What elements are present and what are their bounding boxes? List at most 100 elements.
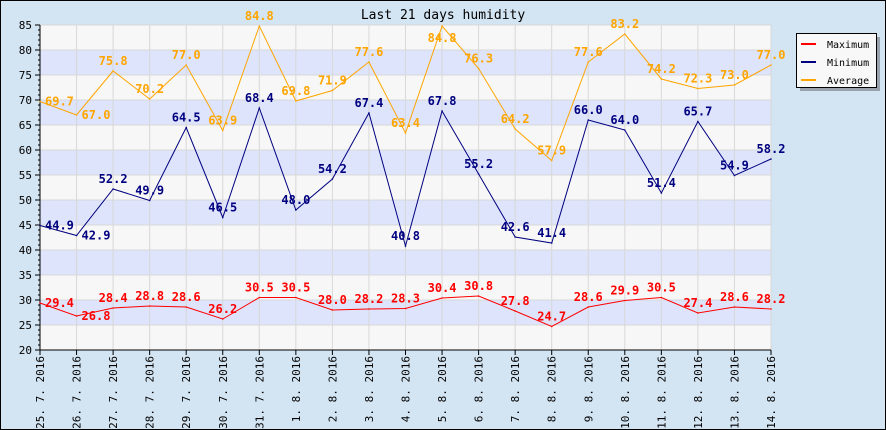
data-label: 49.9: [135, 184, 164, 198]
data-label: 58.2: [757, 142, 786, 156]
data-point: [660, 192, 663, 194]
data-point: [550, 242, 553, 244]
x-tick-label: 2. 8. 2016: [326, 356, 339, 422]
data-point: [75, 315, 78, 317]
data-label: 71.9: [318, 74, 347, 88]
data-label: 69.8: [281, 84, 310, 98]
data-point: [331, 89, 334, 92]
data-label: 48.0: [281, 193, 310, 207]
y-tick-label: 50: [19, 194, 32, 207]
y-tick-label: 45: [19, 219, 32, 232]
data-point: [441, 297, 443, 299]
data-label: 27.4: [683, 296, 712, 310]
y-tick-label: 60: [19, 144, 32, 157]
data-label: 63.4: [391, 116, 420, 130]
data-label: 77.6: [574, 45, 603, 59]
data-point: [75, 234, 78, 237]
data-point: [185, 126, 187, 129]
data-point: [75, 114, 78, 116]
data-label: 74.2: [647, 62, 676, 76]
data-label: 69.7: [45, 95, 74, 109]
x-tick-label: 14. 8. 2016: [765, 356, 778, 429]
data-point: [148, 98, 151, 100]
data-label: 42.9: [82, 229, 111, 243]
data-point: [514, 310, 516, 312]
data-point: [112, 188, 114, 190]
x-tick-label: 10. 8. 2016: [619, 356, 632, 429]
x-tick-label: 26. 7. 2016: [71, 356, 84, 429]
data-label: 55.2: [464, 157, 493, 171]
x-tick-label: 4. 8. 2016: [400, 356, 413, 422]
data-label: 75.8: [99, 54, 128, 68]
data-point: [697, 312, 699, 314]
x-tick-label: 29. 7. 2016: [180, 356, 193, 429]
y-tick-label: 55: [19, 169, 32, 182]
data-label: 29.4: [45, 296, 74, 310]
data-point: [660, 78, 663, 80]
data-point: [733, 174, 736, 177]
data-label: 30.5: [281, 281, 310, 295]
data-point: [550, 159, 553, 162]
data-point: [148, 199, 151, 202]
data-label: 67.0: [82, 108, 111, 122]
x-tick-label: 3. 8. 2016: [363, 356, 376, 422]
data-label: 30.5: [245, 281, 274, 295]
data-label: 57.9: [537, 144, 566, 158]
data-label: 84.8: [428, 31, 457, 45]
data-label: 27.8: [501, 294, 530, 308]
x-tick-label: 9. 8. 2016: [582, 356, 595, 422]
x-tick-label: 31. 7. 2016: [253, 356, 266, 429]
data-point: [39, 224, 41, 227]
data-label: 28.0: [318, 293, 347, 307]
x-tick-label: 28. 7. 2016: [144, 356, 157, 429]
data-point: [770, 308, 772, 310]
data-label: 28.4: [99, 291, 128, 305]
data-label: 68.4: [245, 91, 274, 105]
y-tick-label: 80: [19, 44, 32, 57]
x-tick-label: 6. 8. 2016: [473, 356, 486, 422]
x-tick-label: 1. 8. 2016: [290, 356, 303, 422]
data-point: [770, 64, 772, 66]
data-point: [221, 216, 224, 219]
data-point: [112, 70, 114, 72]
data-label: 46.5: [208, 201, 237, 215]
y-tick-label: 25: [19, 319, 32, 332]
data-label: 28.6: [720, 290, 749, 304]
data-point: [477, 173, 480, 175]
data-point: [39, 100, 41, 103]
data-point: [185, 306, 187, 308]
data-point: [587, 306, 590, 308]
data-label: 66.0: [574, 103, 603, 117]
data-point: [221, 318, 224, 320]
data-point: [477, 295, 480, 297]
data-point: [697, 87, 699, 90]
y-tick-label: 70: [19, 94, 32, 107]
data-label: 83.2: [610, 17, 639, 31]
x-tick-label: 5. 8. 2016: [436, 356, 449, 422]
data-label: 84.8: [245, 9, 274, 23]
data-point: [331, 178, 334, 180]
data-label: 77.0: [757, 48, 786, 62]
data-label: 28.6: [574, 290, 603, 304]
data-label: 30.5: [647, 281, 676, 295]
data-label: 26.8: [82, 309, 111, 323]
data-point: [660, 296, 663, 299]
data-point: [39, 302, 41, 304]
data-label: 70.2: [135, 82, 164, 96]
data-point: [624, 129, 626, 131]
data-label: 28.2: [757, 292, 786, 306]
data-label: 42.6: [501, 220, 530, 234]
data-point: [221, 129, 224, 132]
legend-label: Maximum: [827, 40, 869, 51]
data-point: [441, 110, 443, 112]
data-point: [112, 307, 114, 309]
x-tick-label: 7. 8. 2016: [509, 356, 522, 422]
data-point: [258, 296, 261, 299]
data-label: 44.9: [45, 219, 74, 233]
data-point: [770, 158, 772, 160]
data-point: [550, 325, 553, 328]
data-label: 54.9: [720, 159, 749, 173]
x-tick-label: 27. 7. 2016: [107, 356, 120, 429]
data-label: 77.6: [354, 45, 383, 59]
